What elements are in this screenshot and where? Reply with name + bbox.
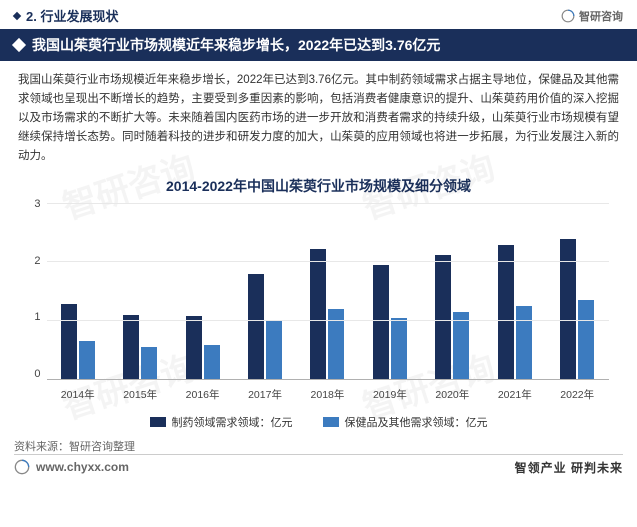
brand-logo-icon [14,459,30,475]
section-label: 2. 行业发展现状 [26,6,118,25]
bar [61,304,77,379]
bar-group [359,204,421,379]
x-label: 2018年 [296,387,358,402]
footer-site: www.chyxx.com [36,460,129,474]
title-bar: 我国山茱萸行业市场规模近年来稳步增长，2022年已达到3.76亿元 [0,29,637,61]
bar [141,347,157,379]
source-label: 资料来源：智研咨询整理 [0,430,637,454]
bar [435,255,451,379]
grid-line [47,320,609,321]
bar [310,249,326,379]
bar-group [109,204,171,379]
page-root: 智研咨询 智研咨询 智研咨询 智研咨询 2. 行业发展现状 智研咨询 我国山茱萸… [0,0,637,527]
x-label: 2022年 [546,387,608,402]
x-label: 2015年 [109,387,171,402]
grid-line [47,261,609,262]
x-axis: 2014年2015年2016年2017年2018年2019年2020年2021年… [47,387,609,402]
footer-left: www.chyxx.com [14,459,129,475]
footer: www.chyxx.com 智领产业 研判未来 [0,455,637,482]
section-diamond-icon [13,11,21,19]
y-axis: 3 2 1 0 [19,198,47,380]
bar-group [546,204,608,379]
bar [248,274,264,379]
bar-group [234,204,296,379]
legend-item: 保健品及其他需求领域：亿元 [323,414,488,430]
brand-small-text: 智研咨询 [579,8,623,24]
bar-group [421,204,483,379]
bar [266,321,282,379]
x-label: 2017年 [234,387,296,402]
title-text: 我国山茱萸行业市场规模近年来稳步增长，2022年已达到3.76亿元 [32,35,440,55]
bar [498,245,514,379]
x-label: 2020年 [421,387,483,402]
plot-area [47,204,609,380]
y-tick: 3 [19,198,47,210]
x-label: 2021年 [484,387,546,402]
bar-group [47,204,109,379]
bar [204,345,220,379]
legend-item: 制药领域需求领域：亿元 [150,414,293,430]
bar [560,239,576,379]
bar [453,312,469,379]
header-left: 2. 行业发展现状 [14,6,118,25]
legend-swatch [323,417,339,427]
legend-label: 制药领域需求领域：亿元 [172,414,293,430]
chart-area: 3 2 1 0 2014年2015年2016年2017年2018年2019年2020年… [19,198,619,408]
x-label: 2016年 [171,387,233,402]
bar-group [296,204,358,379]
footer-slogan: 智领产业 研判未来 [515,459,623,476]
bar [373,265,389,379]
bars-container [47,204,609,379]
bar [123,315,139,379]
legend-swatch [150,417,166,427]
bar [186,316,202,379]
bar [516,306,532,379]
bar-group [484,204,546,379]
x-label: 2014年 [47,387,109,402]
chart-title: 2014-2022年中国山茱萸行业市场规模及细分领域 [0,176,637,196]
y-tick: 0 [19,368,47,380]
grid-line [47,203,609,204]
y-tick: 1 [19,311,47,323]
legend: 制药领域需求领域：亿元 保健品及其他需求领域：亿元 [0,414,637,430]
x-label: 2019年 [359,387,421,402]
body-paragraph: 我国山茱萸行业市场规模近年来稳步增长，2022年已达到3.76亿元。其中制药领域… [0,61,637,170]
bar-group [171,204,233,379]
y-tick: 2 [19,255,47,267]
legend-label: 保健品及其他需求领域：亿元 [345,414,488,430]
header: 2. 行业发展现状 智研咨询 [0,0,637,29]
bar [79,341,95,379]
bar [391,318,407,379]
brand-logo-icon [561,9,575,23]
title-diamond-icon [12,38,26,52]
bar [578,300,594,379]
brand-small: 智研咨询 [561,8,623,24]
